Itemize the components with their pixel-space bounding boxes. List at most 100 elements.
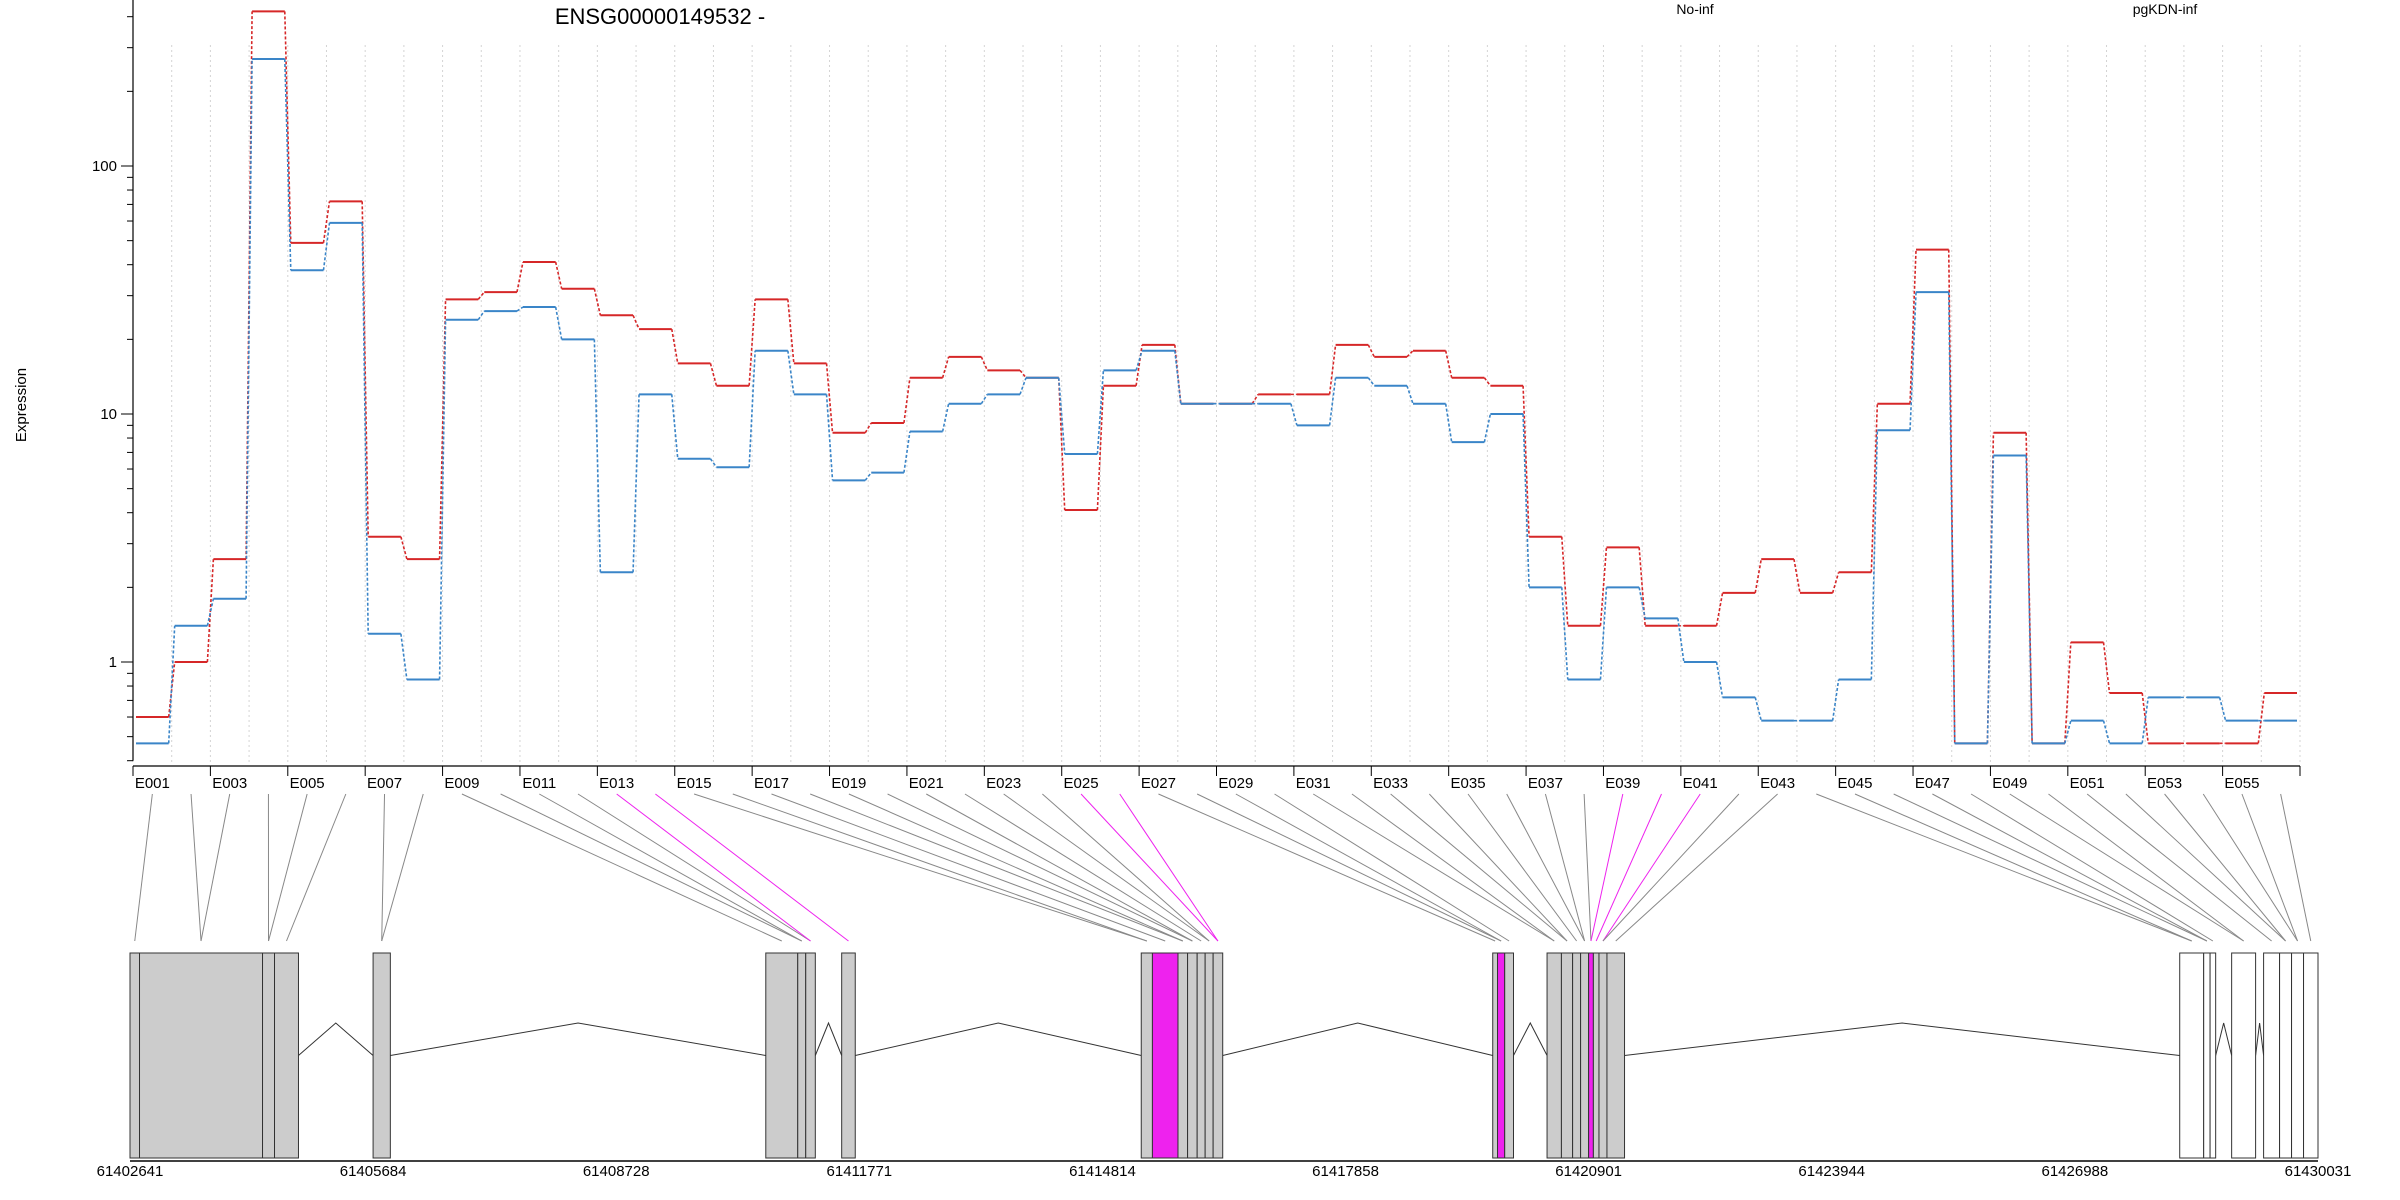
exon-connector bbox=[500, 793, 802, 942]
x-tick-label: E041 bbox=[1683, 775, 1718, 792]
series-connector bbox=[2257, 692, 2266, 744]
series-connector bbox=[825, 363, 834, 433]
series-connector bbox=[670, 394, 679, 459]
exon-connector bbox=[1312, 793, 1555, 942]
x-tick-label: E027 bbox=[1141, 775, 1176, 792]
exon-connector bbox=[1602, 793, 1740, 942]
series-connector bbox=[787, 350, 795, 395]
x-tick-label: E021 bbox=[909, 775, 944, 792]
series-connector bbox=[748, 350, 756, 468]
series-connector bbox=[1483, 413, 1492, 443]
exon-connector bbox=[693, 793, 1147, 942]
series-connector bbox=[2102, 642, 2111, 694]
exon-connector bbox=[190, 793, 202, 942]
exon-connector bbox=[2048, 793, 2244, 942]
y-tick-label: 1 bbox=[109, 654, 117, 671]
exon-box bbox=[1606, 952, 1626, 1159]
series-connector bbox=[1019, 377, 1027, 395]
series-connector bbox=[322, 201, 331, 243]
exon-box bbox=[1580, 952, 1590, 1159]
exon-box bbox=[129, 952, 141, 1159]
series-connector bbox=[167, 661, 176, 718]
series-connector bbox=[477, 291, 485, 300]
series-connector bbox=[322, 222, 331, 271]
x-tick-label: E037 bbox=[1528, 775, 1563, 792]
series-connector bbox=[2064, 642, 2072, 744]
exon-box bbox=[841, 952, 856, 1159]
exon-box bbox=[2291, 952, 2305, 1159]
y-tick-label: 100 bbox=[92, 158, 117, 175]
series-connector bbox=[903, 377, 911, 424]
series-connector bbox=[1831, 572, 1840, 594]
series-connector bbox=[1599, 547, 1608, 626]
series-connector bbox=[632, 314, 640, 330]
series-connector bbox=[903, 431, 911, 473]
exon-connector bbox=[1274, 793, 1510, 942]
series-connector bbox=[1174, 344, 1182, 404]
intron bbox=[2255, 1022, 2265, 1056]
series-connector bbox=[1135, 350, 1143, 371]
exon-connector bbox=[2009, 793, 2244, 942]
genomic-tick-label: 61417858 bbox=[1312, 1163, 1379, 1180]
series-connector bbox=[1406, 385, 1414, 404]
genomic-tick-label: 61405684 bbox=[340, 1163, 407, 1180]
series-connector bbox=[554, 306, 563, 340]
exon-box bbox=[1196, 952, 1206, 1159]
x-tick-label: E051 bbox=[2070, 775, 2105, 792]
exon-connector bbox=[268, 793, 308, 942]
series-connector bbox=[477, 310, 485, 321]
exon-connector bbox=[1595, 793, 1662, 942]
series-connector bbox=[593, 339, 602, 573]
x-tick-label: E003 bbox=[212, 775, 247, 792]
exon-connector bbox=[1158, 793, 1496, 942]
exon-connector bbox=[1583, 793, 1592, 942]
exon-box bbox=[262, 952, 276, 1159]
series-connector bbox=[1599, 587, 1608, 680]
exon-connector bbox=[1506, 793, 1586, 942]
intron bbox=[814, 1021, 843, 1056]
series-connector bbox=[516, 306, 524, 312]
x-tick-label: E033 bbox=[1373, 775, 1408, 792]
genomic-tick-label: 61426988 bbox=[2042, 1163, 2109, 1180]
series-connector bbox=[1947, 292, 1956, 744]
exon-connector bbox=[577, 793, 811, 942]
series-connector bbox=[1754, 558, 1763, 594]
exon-box bbox=[1598, 952, 1608, 1159]
exon-box-highlighted bbox=[1497, 952, 1506, 1159]
exon-connector bbox=[1003, 793, 1210, 942]
exon-connector bbox=[1590, 793, 1624, 942]
exon-box bbox=[2279, 952, 2293, 1159]
series-connector bbox=[1870, 430, 1879, 680]
series-connector bbox=[980, 393, 988, 405]
exon-box bbox=[1546, 952, 1562, 1159]
x-tick-label: E017 bbox=[754, 775, 789, 792]
exon-connector bbox=[2086, 793, 2272, 942]
series-connector bbox=[1096, 385, 1105, 511]
exon-connector bbox=[381, 793, 386, 942]
series-connector bbox=[709, 458, 718, 468]
series-connector bbox=[1715, 661, 1724, 698]
exon-connector bbox=[200, 793, 231, 942]
series-connector bbox=[941, 356, 950, 378]
series-connector bbox=[1909, 249, 1917, 404]
y-axis: 1 10 100 bbox=[92, 0, 134, 762]
intron bbox=[298, 1022, 374, 1056]
x-tick-label: E055 bbox=[2224, 775, 2259, 792]
series-connector bbox=[2025, 455, 2033, 744]
genomic-tick-label: 61420901 bbox=[1555, 1163, 1622, 1180]
series-connector bbox=[1870, 403, 1879, 573]
x-tick-label: E029 bbox=[1218, 775, 1253, 792]
exon-connector bbox=[1080, 793, 1219, 942]
series-connector bbox=[787, 299, 795, 364]
series-connector bbox=[1444, 403, 1453, 443]
intron bbox=[1222, 1022, 1493, 1056]
series-connector bbox=[1135, 344, 1143, 386]
exon-box bbox=[2179, 952, 2205, 1159]
exon-connector bbox=[1235, 793, 1502, 942]
legend-entry-no-inf: No-inf bbox=[1676, 1, 1713, 17]
exon-connector bbox=[732, 793, 1148, 942]
x-tick-label: E039 bbox=[1605, 775, 1640, 792]
exon-connector bbox=[134, 793, 153, 942]
x-tick-label: E025 bbox=[1064, 775, 1099, 792]
exon-connector bbox=[771, 793, 1166, 942]
